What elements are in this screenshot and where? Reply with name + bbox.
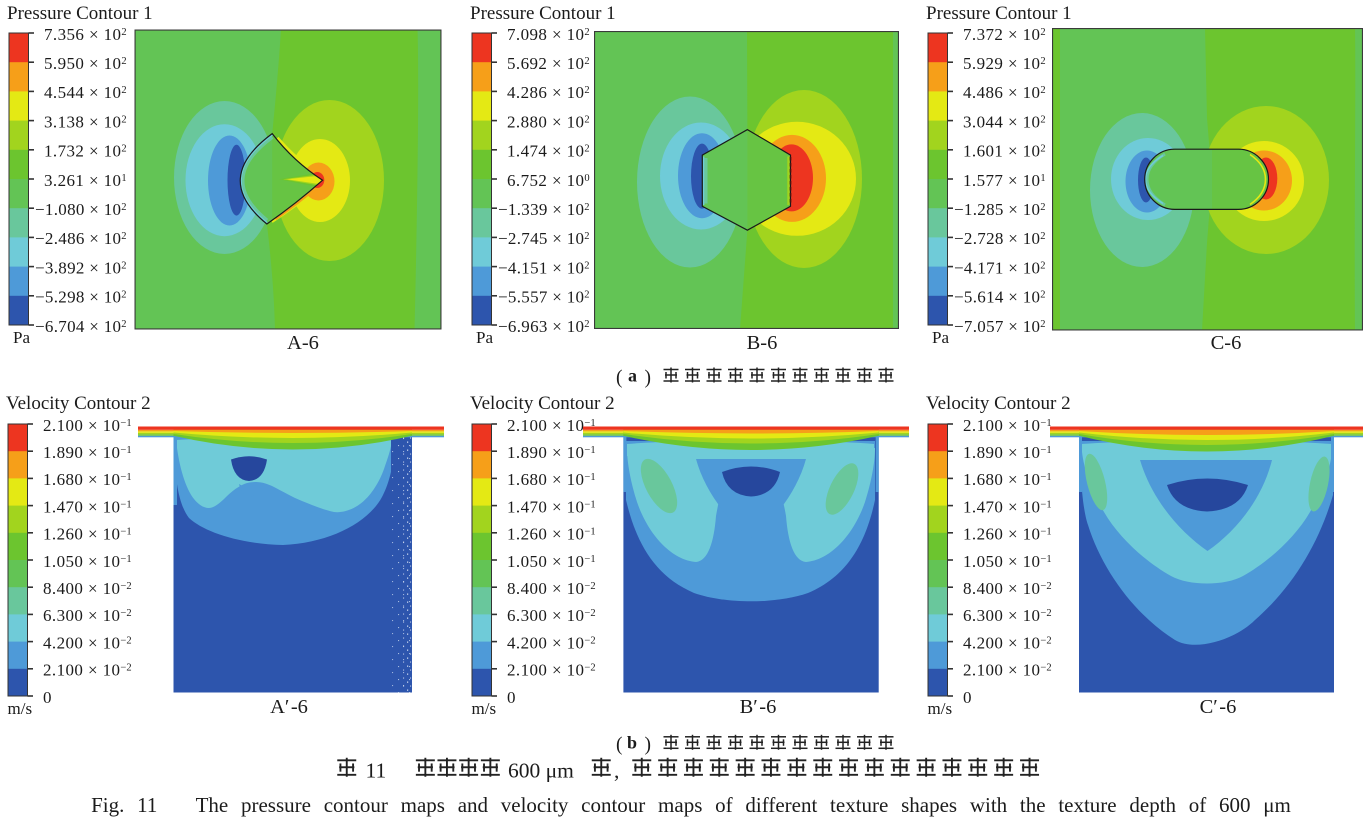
svg-text:−5.298 × 102: −5.298 × 102	[35, 288, 127, 307]
svg-text:1.577 × 101: 1.577 × 101	[963, 171, 1046, 190]
svg-text:4.544 × 102: 4.544 × 102	[44, 83, 127, 102]
svg-text:2.100 × 10−1: 2.100 × 10−1	[507, 416, 596, 435]
svg-text:): )	[645, 734, 652, 755]
svg-text:Pa: Pa	[932, 328, 949, 347]
svg-text:1.890 × 10−1: 1.890 × 10−1	[507, 443, 596, 462]
svg-text:7.356 × 102: 7.356 × 102	[44, 25, 127, 44]
svg-text:−5.557 × 102: −5.557 × 102	[498, 288, 590, 307]
svg-text:Pressure Contour 1: Pressure Contour 1	[7, 3, 153, 24]
svg-text:B-6: B-6	[747, 332, 778, 354]
svg-text:5.929 × 102: 5.929 × 102	[963, 54, 1046, 73]
svg-text:1.680 × 10−1: 1.680 × 10−1	[963, 470, 1052, 489]
svg-text:6.752 × 100: 6.752 × 100	[507, 171, 590, 190]
svg-text:Velocity Contour 2: Velocity Contour 2	[926, 393, 1071, 414]
svg-text:1.474 × 102: 1.474 × 102	[507, 142, 590, 161]
svg-text:1.260 × 10−1: 1.260 × 10−1	[507, 525, 596, 544]
svg-text:2.880 × 102: 2.880 × 102	[507, 112, 590, 131]
svg-text:): )	[645, 368, 652, 389]
svg-text:1.260 × 10−1: 1.260 × 10−1	[963, 525, 1052, 544]
svg-text:1.890 × 10−1: 1.890 × 10−1	[43, 443, 132, 462]
svg-text:4.200 × 10−2: 4.200 × 10−2	[43, 633, 132, 652]
svg-text:−1.339 × 102: −1.339 × 102	[498, 200, 590, 219]
svg-text:1.470 × 10−1: 1.470 × 10−1	[963, 497, 1052, 516]
svg-text:6.300 × 10−2: 6.300 × 10−2	[507, 606, 596, 625]
svg-text:b: b	[627, 732, 637, 752]
svg-text:2.100 × 10−2: 2.100 × 10−2	[507, 661, 596, 680]
svg-text:0: 0	[507, 688, 516, 707]
svg-text:7.098 × 102: 7.098 × 102	[507, 25, 590, 44]
svg-text:1.260 × 10−1: 1.260 × 10−1	[43, 525, 132, 544]
svg-text:−5.614 × 102: −5.614 × 102	[954, 288, 1046, 307]
svg-text:A-6: A-6	[287, 332, 319, 354]
svg-text:1.601 × 102: 1.601 × 102	[963, 142, 1046, 161]
svg-text:−3.892 × 102: −3.892 × 102	[35, 258, 127, 277]
svg-text:8.400 × 10−2: 8.400 × 10−2	[43, 579, 132, 598]
svg-text:−2.745 × 102: −2.745 × 102	[498, 229, 590, 248]
svg-text:5.950 × 102: 5.950 × 102	[44, 54, 127, 73]
svg-text:−6.704 × 102: −6.704 × 102	[35, 317, 127, 336]
svg-text:1.680 × 10−1: 1.680 × 10−1	[43, 470, 132, 489]
svg-text:Pa: Pa	[476, 328, 493, 347]
svg-text:1.680 × 10−1: 1.680 × 10−1	[507, 470, 596, 489]
svg-text:7.372 × 102: 7.372 × 102	[963, 25, 1046, 44]
svg-text:m/s: m/s	[8, 699, 33, 718]
svg-text:m/s: m/s	[472, 699, 497, 718]
svg-text:Pa: Pa	[13, 328, 30, 347]
svg-text:1.050 × 10−1: 1.050 × 10−1	[43, 552, 132, 571]
svg-text:4.200 × 10−2: 4.200 × 10−2	[963, 633, 1052, 652]
svg-text:3.044 × 102: 3.044 × 102	[963, 112, 1046, 131]
svg-text:2.100 × 10−1: 2.100 × 10−1	[43, 416, 132, 435]
svg-text:0: 0	[963, 688, 972, 707]
svg-text:5.692 × 102: 5.692 × 102	[507, 54, 590, 73]
svg-text:2.100 × 10−2: 2.100 × 10−2	[963, 661, 1052, 680]
svg-text:−6.963 × 102: −6.963 × 102	[498, 317, 590, 336]
svg-text:−4.151 × 102: −4.151 × 102	[498, 258, 590, 277]
svg-text:−2.486 × 102: −2.486 × 102	[35, 229, 127, 248]
svg-text:−7.057 × 102: −7.057 × 102	[954, 317, 1046, 336]
svg-text:m/s: m/s	[928, 699, 953, 718]
svg-text:2.100 × 10−1: 2.100 × 10−1	[963, 416, 1052, 435]
svg-text:11: 11	[366, 759, 387, 783]
svg-text:a: a	[628, 366, 637, 386]
svg-text:Pressure Contour 1: Pressure Contour 1	[926, 3, 1072, 24]
svg-text:600 μm: 600 μm	[508, 759, 574, 783]
svg-text:8.400 × 10−2: 8.400 × 10−2	[507, 579, 596, 598]
svg-text:3.261 × 101: 3.261 × 101	[44, 171, 127, 190]
svg-text:−1.285 × 102: −1.285 × 102	[954, 200, 1046, 219]
svg-text:2.100 × 10−2: 2.100 × 10−2	[43, 661, 132, 680]
svg-text:1.470 × 10−1: 1.470 × 10−1	[507, 497, 596, 516]
svg-text:Velocity Contour 2: Velocity Contour 2	[6, 393, 151, 414]
svg-text:4.486 × 102: 4.486 × 102	[963, 83, 1046, 102]
svg-text:1.050 × 10−1: 1.050 × 10−1	[507, 552, 596, 571]
svg-text:−4.171 × 102: −4.171 × 102	[954, 258, 1046, 277]
svg-text:,: ,	[614, 759, 619, 783]
svg-text:8.400 × 10−2: 8.400 × 10−2	[963, 579, 1052, 598]
svg-text:(: (	[616, 368, 623, 389]
svg-text:Fig. 11 The pressure contour: Fig. 11 The pressure contour maps and ve…	[91, 793, 1291, 817]
svg-text:1.890 × 10−1: 1.890 × 10−1	[963, 443, 1052, 462]
svg-text:1.732 × 102: 1.732 × 102	[44, 142, 127, 161]
svg-text:C-6: C-6	[1211, 332, 1242, 354]
svg-text:1.050 × 10−1: 1.050 × 10−1	[963, 552, 1052, 571]
svg-text:A′-6: A′-6	[270, 696, 308, 718]
svg-text:(: (	[616, 734, 623, 755]
svg-text:Velocity Contour 2: Velocity Contour 2	[470, 393, 615, 414]
svg-text:6.300 × 10−2: 6.300 × 10−2	[43, 606, 132, 625]
svg-text:4.286 × 102: 4.286 × 102	[507, 83, 590, 102]
svg-text:Pressure Contour 1: Pressure Contour 1	[470, 3, 616, 24]
svg-text:6.300 × 10−2: 6.300 × 10−2	[963, 606, 1052, 625]
svg-text:4.200 × 10−2: 4.200 × 10−2	[507, 633, 596, 652]
svg-text:−2.728 × 102: −2.728 × 102	[954, 229, 1046, 248]
svg-text:1.470 × 10−1: 1.470 × 10−1	[43, 497, 132, 516]
svg-text:−1.080 × 102: −1.080 × 102	[35, 200, 127, 219]
svg-text:0: 0	[43, 688, 52, 707]
svg-text:3.138 × 102: 3.138 × 102	[44, 112, 127, 131]
